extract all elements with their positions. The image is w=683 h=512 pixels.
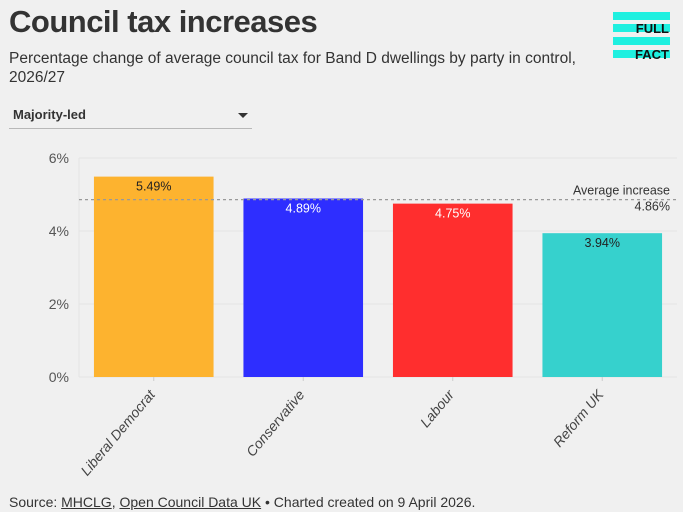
source-link-mhclg[interactable]: MHCLG [61,494,112,510]
party-control-dropdown[interactable]: Majority-led [9,104,252,129]
data-label: 3.94% [585,236,620,250]
chart-subtitle: Percentage change of average council tax… [9,50,576,86]
bar-chart: 0% 2% 4% 6% 5.49% Liberal Democrat 4.89% Conser… [49,150,677,479]
chart-title: Council tax increases [9,4,318,39]
dropdown-selected-value: Majority-led [13,107,86,122]
x-tick-label: Reform UK [550,386,607,450]
average-value-label: 4.86% [635,200,670,214]
y-tick-label: 4% [49,223,69,239]
logo-word-fact: FACT [635,47,669,62]
x-tick-label: Liberal Democrat [77,386,158,479]
full-fact-logo: FULL FACT [613,12,670,62]
source-footer: Source: MHCLG, Open Council Data UK • Ch… [9,494,475,510]
source-separator: , [111,494,120,510]
bar [93,176,214,377]
y-tick-label: 0% [49,369,69,385]
data-label: 4.75% [435,207,470,221]
bar [392,203,513,377]
source-link-open-council-data[interactable]: Open Council Data UK [119,494,262,510]
logo-word-full: FULL [635,21,669,36]
x-tick-label: Conservative [243,386,308,459]
y-tick-label: 6% [49,150,69,166]
x-tick-label: Labour [417,386,458,431]
data-label: 5.49% [136,180,171,194]
bar [542,233,663,377]
average-label: Average increase [573,184,670,198]
source-suffix: • Charted created on 9 April 2026. [261,494,476,510]
source-prefix: Source: [9,494,62,510]
chevron-down-icon [238,113,248,118]
data-label: 4.89% [286,202,321,216]
bar [243,198,364,377]
y-tick-label: 2% [49,296,69,312]
